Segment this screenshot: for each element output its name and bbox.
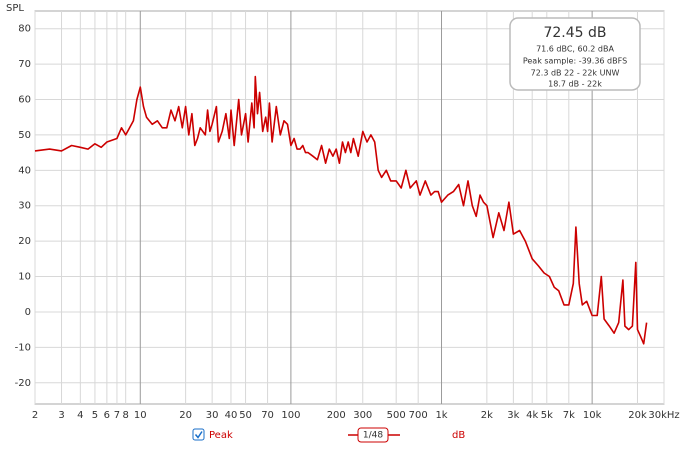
y-tick-label: -20	[15, 378, 31, 389]
readout-weighted: 71.6 dBC, 60.2 dBA	[536, 45, 614, 54]
x-tick-label: 200	[327, 410, 346, 421]
x-tick-label: 4	[77, 410, 83, 421]
x-tick-label: 7k	[563, 410, 575, 421]
x-tick-label: 6	[104, 410, 110, 421]
x-tick-label: 20k	[628, 410, 647, 421]
peak-checkbox[interactable]	[192, 428, 205, 441]
readout-unweighted: 72.3 dB 22 - 22k UNW	[531, 69, 620, 78]
y-tick-label: 10	[18, 272, 31, 283]
x-tick-label: 3k	[507, 410, 519, 421]
y-axis-label: SPL	[6, 3, 24, 14]
y-tick-label: -10	[15, 342, 31, 353]
readout-peak: Peak sample: -39.36 dBFS	[523, 57, 627, 66]
unit[interactable]: dB	[452, 430, 465, 441]
x-tick-label: 2	[32, 410, 38, 421]
x-tick-label: 30	[206, 410, 219, 421]
x-tick-label: 40	[225, 410, 238, 421]
series-line	[34, 75, 648, 345]
x-tick-label: 3	[58, 410, 64, 421]
y-tick-label: 80	[18, 24, 31, 35]
readout-range: 18.7 dB - 22k	[548, 80, 602, 89]
readout-box	[509, 17, 641, 91]
x-tick-label: 70	[261, 410, 274, 421]
y-tick-label: 50	[18, 130, 31, 141]
x-tick-label: 700	[409, 410, 428, 421]
y-tick-label: 60	[18, 95, 31, 106]
smoothing[interactable]: 1/48	[363, 431, 383, 441]
x-tick-label: 100	[281, 410, 300, 421]
readout: 72.45 dB 71.6 dBC, 60.2 dBA Peak sample:…	[509, 17, 641, 91]
x-tick-label: 30kHz	[648, 410, 679, 421]
x-tick-label: 20	[179, 410, 192, 421]
x-tick-label: 300	[353, 410, 372, 421]
x-tick-label: 500	[387, 410, 406, 421]
x-tick-label: 4k	[526, 410, 538, 421]
x-tick-label: 2k	[481, 410, 493, 421]
legend-entry[interactable]: Peak	[209, 430, 233, 441]
y-tick-label: 30	[18, 201, 31, 212]
y-tick-label: 70	[18, 59, 31, 70]
x-tick-label: 1k	[435, 410, 447, 421]
x-tick-label: 8	[122, 410, 128, 421]
smoothing-box[interactable]	[357, 427, 389, 443]
readout-level: 72.45 dB	[543, 25, 606, 41]
y-tick-label: 20	[18, 236, 31, 247]
check-icon	[194, 431, 203, 439]
x-tick-label: 7	[114, 410, 120, 421]
y-tick-label: 40	[18, 165, 31, 176]
x-tick-label: 5k	[541, 410, 553, 421]
x-tick-label: 50	[239, 410, 252, 421]
controls: Peak 1/48 dB	[192, 427, 465, 443]
x-tick-label: 10	[134, 410, 147, 421]
x-tick-label: 5	[92, 410, 98, 421]
y-tick-label: 0	[25, 307, 31, 318]
x-tick-label: 10k	[583, 410, 602, 421]
